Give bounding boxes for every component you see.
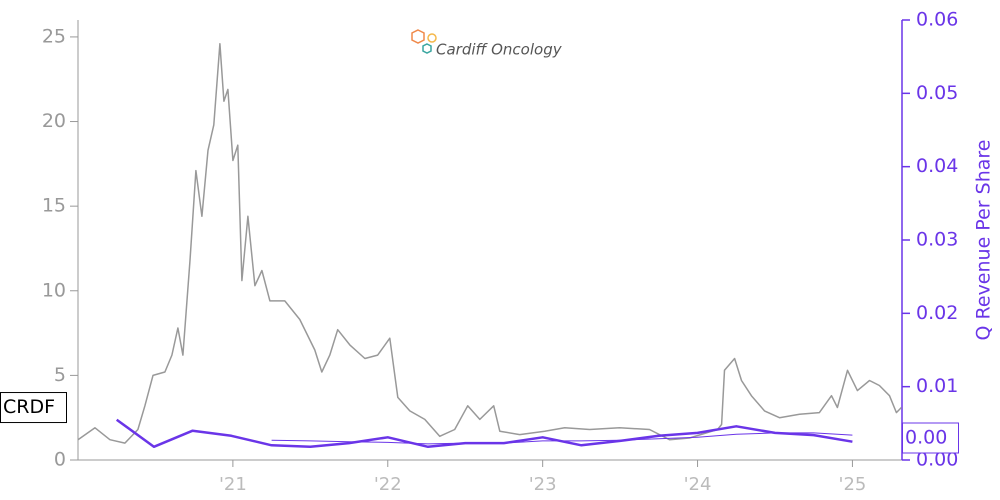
logo-text: Cardiff Oncology	[436, 41, 563, 59]
y2-tick-label: 0.02	[916, 302, 958, 324]
value-label-box	[0, 392, 67, 424]
logo-icon	[411, 29, 425, 44]
logo-icon	[422, 43, 432, 54]
y-tick-label: 0	[54, 449, 66, 471]
y2-tick-label: 0.00	[916, 449, 958, 471]
x-tick-label: '24	[684, 474, 712, 495]
value-label-box	[902, 422, 959, 454]
value-label: CRDF	[3, 396, 55, 418]
y-tick-label: 20	[42, 110, 66, 132]
x-tick-label: '23	[529, 474, 557, 495]
y2-tick-label: 0.06	[916, 9, 958, 31]
y2-axis-label: Q Revenue Per Share	[973, 140, 995, 341]
y-tick-label: 5	[54, 364, 66, 386]
x-tick-label: '25	[839, 474, 867, 495]
y-tick-label: 10	[42, 279, 66, 301]
value-label: 0.00	[905, 427, 947, 449]
logo: Cardiff Oncology	[411, 29, 563, 59]
y2-tick-label: 0.04	[916, 155, 958, 177]
x-tick-label: '22	[374, 474, 402, 495]
y2-tick-label: 0.01	[916, 375, 958, 397]
y-tick-label: 15	[42, 195, 66, 217]
y2-tick-label: 0.03	[916, 229, 958, 251]
series-line	[271, 432, 853, 445]
y-tick-label: 25	[42, 25, 66, 47]
y2-tick-label: 0.05	[916, 82, 958, 104]
series-line	[77, 42, 902, 444]
logo-icon	[427, 33, 437, 43]
x-tick-label: '21	[219, 474, 247, 495]
